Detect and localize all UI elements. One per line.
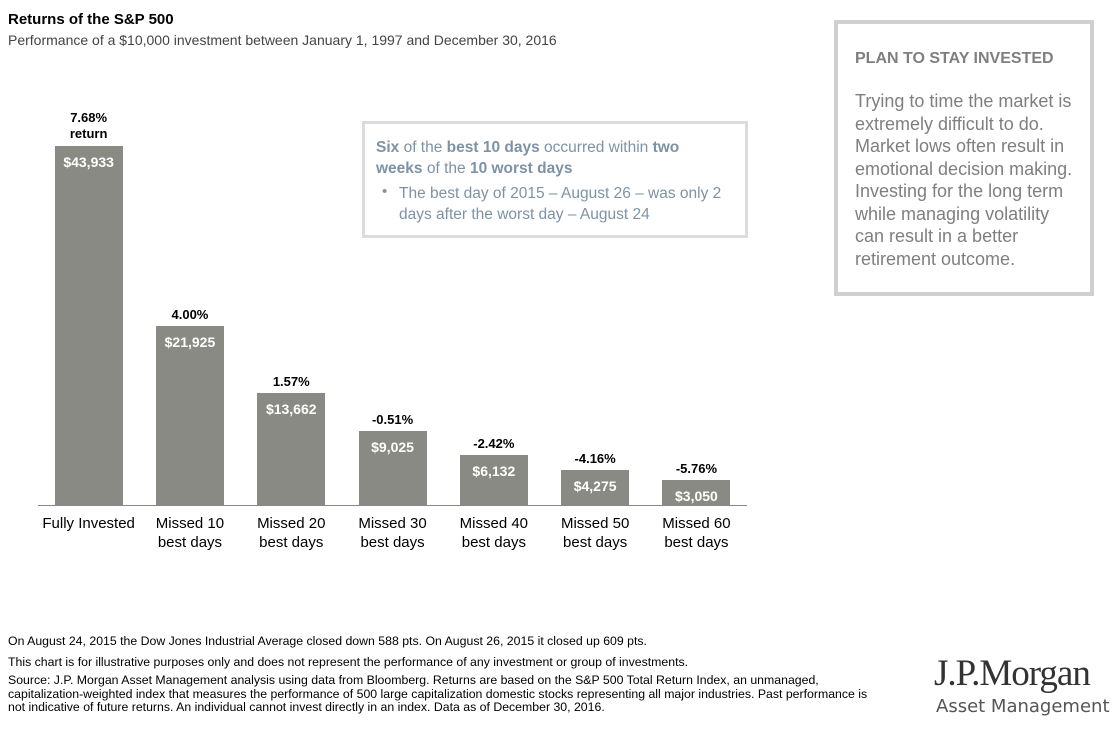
footnote: On August 24, 2015 the Dow Jones Industr… <box>8 634 647 648</box>
chart-subtitle: Performance of a $10,000 investment betw… <box>8 32 557 48</box>
return-label: -5.76% <box>675 461 718 477</box>
chart-title: Returns of the S&P 500 <box>8 11 174 28</box>
x-tick-label: Missed 30 best days <box>358 515 427 551</box>
return-label: -0.51% <box>371 412 414 428</box>
callout-heading-part: best 10 days <box>446 139 540 156</box>
return-label: 7.68% <box>70 110 108 125</box>
return-label: 1.57% <box>272 374 310 390</box>
callout-heading-part: Six <box>376 139 400 156</box>
value-label: $9,025 <box>371 439 414 456</box>
x-tick-label: Missed 10 best days <box>155 515 225 551</box>
sidebar-body: Trying to time the market is extremely d… <box>855 91 1073 269</box>
logo-name: J.P.Morgan <box>934 653 1091 694</box>
value-label: $3,050 <box>675 488 718 505</box>
bar <box>54 146 123 505</box>
value-label: $4,275 <box>573 478 617 495</box>
x-tick-label: Missed 20 best days <box>257 515 326 551</box>
callout-bullet: The best day of 2015 – August 26 – was o… <box>399 185 722 223</box>
sidebar-box: PLAN TO STAY INVESTED Trying to time the… <box>834 20 1094 296</box>
value-label: $21,925 <box>164 333 216 350</box>
sidebar-title: PLAN TO STAY INVESTED <box>855 50 1054 67</box>
x-tick-label: Missed 50 best days <box>560 515 630 551</box>
callout-heading-part: occurred within <box>539 139 653 156</box>
callout-heading-part: 10 worst days <box>469 160 573 177</box>
value-label: $43,933 <box>63 154 114 170</box>
logo-tagline: Asset Management <box>936 696 1110 717</box>
x-tick-label: Fully Invested <box>42 515 135 532</box>
return-label: 4.00% <box>171 306 209 322</box>
bar <box>155 325 224 505</box>
callout-heading-part: two weeks <box>376 139 680 177</box>
baseline <box>38 505 747 506</box>
bar <box>257 393 326 505</box>
x-tick-label: Missed 60 best days <box>662 515 731 551</box>
bar <box>459 454 528 505</box>
callout-heading: Six of the best 10 days occurred within … <box>376 137 726 179</box>
bar <box>561 470 630 505</box>
footnote: This chart is for illustrative purposes … <box>8 655 689 669</box>
callout-heading-part: of the <box>422 160 470 177</box>
value-label: $6,132 <box>472 462 516 479</box>
bullet-dot: • <box>382 183 388 200</box>
return-word: return <box>69 126 108 141</box>
value-label: $13,662 <box>265 401 317 418</box>
bar <box>358 431 427 505</box>
footnote: Source: J.P. Morgan Asset Management ana… <box>8 673 868 714</box>
x-tick-label: Missed 40 best days <box>459 515 529 551</box>
return-label: -2.42% <box>473 435 515 451</box>
callout-box: Six of the best 10 days occurred within … <box>362 121 748 238</box>
bar <box>662 480 731 505</box>
return-label: -4.16% <box>574 451 616 467</box>
callout-heading-part: of the <box>399 139 447 156</box>
